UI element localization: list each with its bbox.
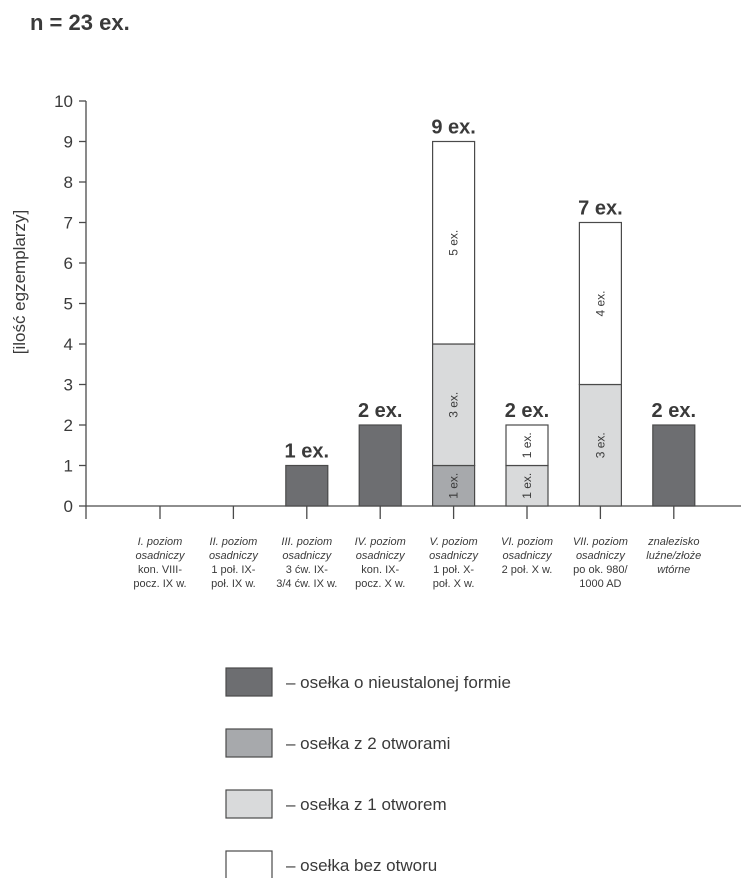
y-tick-label: 4 xyxy=(64,335,73,354)
y-tick-label: 9 xyxy=(64,133,73,152)
labels: I. poziom osadniczy kon. VIII-pocz. IX w. I… xyxy=(133,117,701,591)
x-category-label: osadniczy xyxy=(503,550,553,562)
y-tick-label: 3 xyxy=(64,376,73,395)
legend-label: – osełka z 2 otworami xyxy=(286,734,450,753)
y-axis-label: [ilość egzemplarzy] xyxy=(10,210,29,355)
x-category-label: 1000 AD xyxy=(579,578,621,590)
bar-total-label: 2 ex. xyxy=(358,400,402,422)
bar-segment-label: 3 ex. xyxy=(447,392,461,418)
bar-segment xyxy=(285,464,329,507)
x-category-label: poł. X w. xyxy=(433,578,475,590)
bar-segment xyxy=(505,464,549,507)
x-category-label: osadniczy xyxy=(136,550,186,562)
x-category-label: 3/4 ćw. IX w. xyxy=(276,578,337,590)
x-category-label: kon. IX- xyxy=(361,564,399,576)
x-category-label: 3 ćw. IX- xyxy=(286,564,329,576)
bar-segment xyxy=(578,221,623,386)
bar-segment-label: 1 ex. xyxy=(520,473,534,499)
bar-segment-label: 4 ex. xyxy=(593,290,607,316)
x-category-label: poł. IX w. xyxy=(211,578,256,590)
y-tick-label: 2 xyxy=(64,416,73,435)
x-category-label: 1 poł. X- xyxy=(433,564,474,576)
bar-segment xyxy=(652,424,696,507)
legend: – osełka o nieustalonej formie – osełka z… xyxy=(225,667,511,878)
x-category-label: wtórne xyxy=(657,564,690,576)
x-category-label: znalezisko xyxy=(647,536,699,548)
bar-total-label: 2 ex. xyxy=(505,400,549,422)
x-category-label: 2 poł. X w. xyxy=(502,564,553,576)
x-category-label: 1 poł. IX- xyxy=(211,564,255,576)
bar-segment-label: 5 ex. xyxy=(447,230,461,256)
x-category-label: osadniczy xyxy=(576,550,626,562)
bar-segment xyxy=(358,424,402,507)
legend-label: – osełka o nieustalonej formie xyxy=(286,673,511,692)
x-category-label: osadniczy xyxy=(209,550,259,562)
x-category-label: pocz. X w. xyxy=(355,578,405,590)
x-category-label: I. poziom xyxy=(138,536,183,548)
x-category-label: VII. poziom xyxy=(573,536,628,548)
legend-swatch xyxy=(225,728,273,758)
axes: 0 1 2 3 4 5 6 7 8 9 10 xyxy=(54,92,741,519)
bar-segment xyxy=(432,343,476,467)
bar-segment-label: 3 ex. xyxy=(593,432,607,458)
bar-segment-label: 1 ex. xyxy=(520,432,534,458)
bar-total-label: 2 ex. xyxy=(652,400,696,422)
bar-total-label: 9 ex. xyxy=(431,117,475,139)
y-tick-label: 6 xyxy=(64,254,73,273)
x-category-label: pocz. IX w. xyxy=(133,578,186,590)
chart-title: n = 23 ex. xyxy=(30,10,130,35)
bar-segment xyxy=(432,140,476,345)
bar-segment xyxy=(432,464,476,507)
bar-segment xyxy=(578,383,623,507)
y-tick-label: 5 xyxy=(64,295,73,314)
bar-segment xyxy=(505,424,549,467)
x-category-label: osadniczy xyxy=(282,550,332,562)
bars xyxy=(285,140,696,507)
legend-swatch xyxy=(225,850,273,878)
legend-label: – osełka bez otworu xyxy=(286,856,437,875)
x-category-label: IV. poziom xyxy=(355,536,406,548)
x-category-label: II. poziom xyxy=(210,536,258,548)
bar-total-label: 1 ex. xyxy=(285,441,329,463)
legend-label: – osełka z 1 otworem xyxy=(286,795,447,814)
y-tick-label: 8 xyxy=(64,173,73,192)
x-category-label: V. poziom xyxy=(430,536,478,548)
x-category-label: osadniczy xyxy=(356,550,406,562)
y-tick-label: 1 xyxy=(64,457,73,476)
x-category-label: osadniczy xyxy=(429,550,479,562)
bar-segment-label: 1 ex. xyxy=(447,473,461,499)
legend-swatch xyxy=(225,789,273,819)
x-category-label: po ok. 980/ xyxy=(573,564,628,576)
y-tick-label: 10 xyxy=(54,92,73,111)
x-category-label: VI. poziom xyxy=(501,536,553,548)
x-category-label: luźne/złoże xyxy=(646,550,701,562)
x-category-label: III. poziom xyxy=(281,536,332,548)
y-tick-label: 7 xyxy=(64,214,73,233)
x-category-label: kon. VIII- xyxy=(138,564,182,576)
legend-swatch xyxy=(225,667,273,697)
bar-total-label: 7 ex. xyxy=(578,198,622,220)
y-tick-label: 0 xyxy=(64,497,73,516)
